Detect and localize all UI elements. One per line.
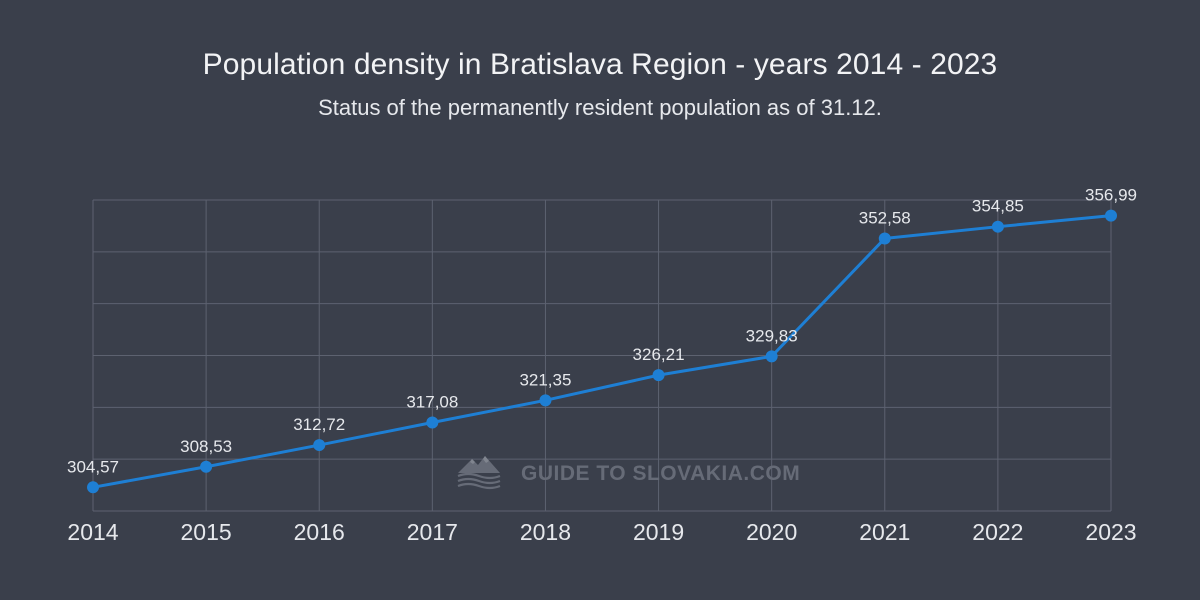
grid xyxy=(92,199,1112,512)
x-tick-label: 2019 xyxy=(633,519,684,545)
data-point xyxy=(200,460,213,473)
data-point xyxy=(87,481,99,494)
data-point xyxy=(652,369,665,382)
data-label: 321,35 xyxy=(519,370,571,389)
data-label: 326,21 xyxy=(633,345,685,364)
data-label: 329,83 xyxy=(746,326,798,345)
x-tick-label: 2023 xyxy=(1085,519,1136,545)
data-label: 312,72 xyxy=(293,415,345,434)
watermark: GUIDE TO SLOVAKIA.COM xyxy=(457,456,800,490)
data-point xyxy=(539,394,552,407)
chart-title: Population density in Bratislava Region … xyxy=(202,48,998,81)
x-tick-label: 2014 xyxy=(67,519,118,545)
data-point xyxy=(765,350,778,363)
series-line xyxy=(92,214,1112,489)
data-label: 356,99 xyxy=(1085,186,1137,205)
x-tick-label: 2021 xyxy=(859,519,910,545)
x-tick-label: 2015 xyxy=(181,519,232,545)
x-tick-label: 2022 xyxy=(972,519,1023,545)
data-label: 354,85 xyxy=(972,197,1024,216)
watermark-text: GUIDE TO SLOVAKIA.COM xyxy=(521,462,800,485)
mountain-logo-icon xyxy=(457,456,501,490)
data-point xyxy=(426,416,439,429)
x-axis: 2014 2015 2016 2017 2018 2019 2020 2021 2022 2023 xyxy=(67,519,1136,545)
x-tick-label: 2018 xyxy=(520,519,571,545)
data-label: 352,58 xyxy=(859,208,911,227)
data-point xyxy=(1105,209,1117,222)
data-point xyxy=(878,232,891,245)
x-tick-label: 2020 xyxy=(746,519,797,545)
data-label: 304,57 xyxy=(67,457,119,476)
chart-subtitle: Status of the permanently resident popul… xyxy=(318,95,882,120)
series-group xyxy=(87,209,1117,494)
data-labels: 304,57 308,53 312,72 317,08 321,35 326,21 329,… xyxy=(67,186,1137,477)
x-tick-label: 2016 xyxy=(294,519,345,545)
data-label: 317,08 xyxy=(406,392,458,411)
data-label: 308,53 xyxy=(180,437,232,456)
data-point xyxy=(313,439,326,452)
x-tick-label: 2017 xyxy=(407,519,458,545)
data-point xyxy=(991,220,1004,233)
